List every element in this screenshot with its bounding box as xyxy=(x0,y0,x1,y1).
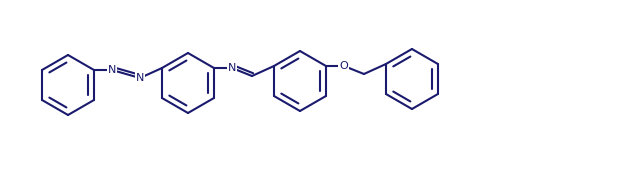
Text: N: N xyxy=(228,63,236,73)
Text: N: N xyxy=(108,65,116,75)
Text: O: O xyxy=(339,61,348,71)
Text: N: N xyxy=(136,73,144,83)
